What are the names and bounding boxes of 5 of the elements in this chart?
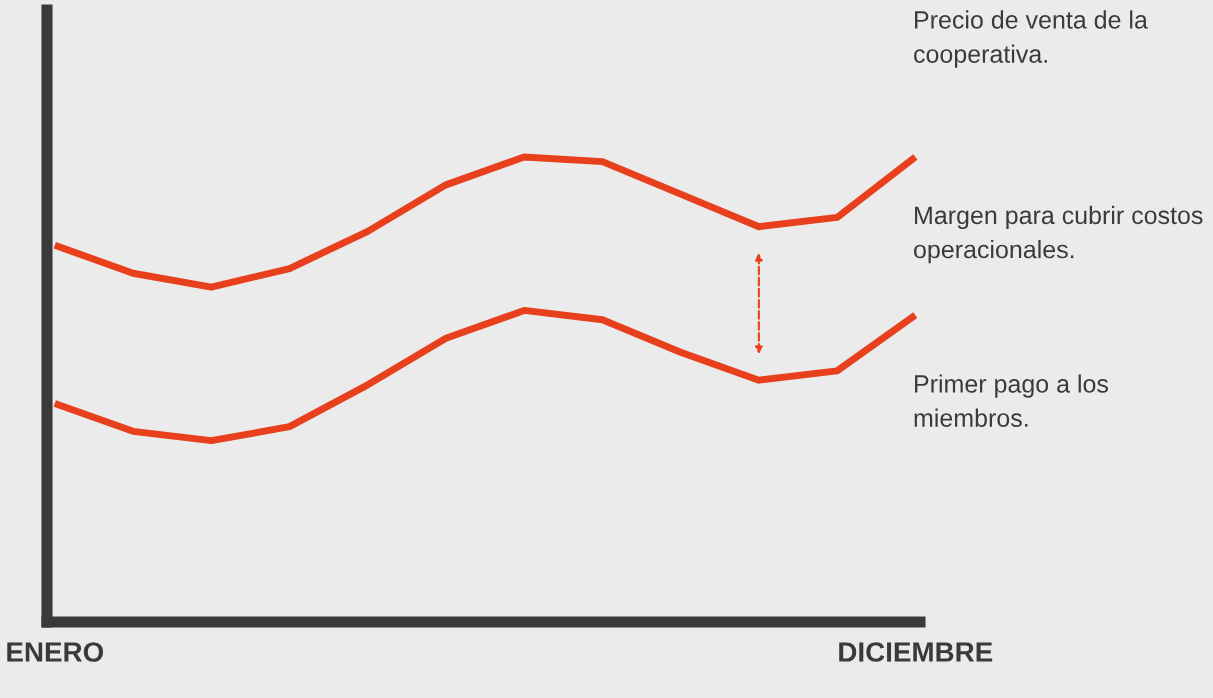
x-tick-label: ENERO (7, 642, 104, 662)
series-label: Primer pago a los miembros. (914, 374, 1109, 427)
annotation: Margen para cubrir costos operacionales. (914, 205, 1203, 264)
text: Precio de venta de la cooperativa. (914, 10, 1148, 68)
x-tick-label: DICIEMBRE (839, 642, 993, 662)
